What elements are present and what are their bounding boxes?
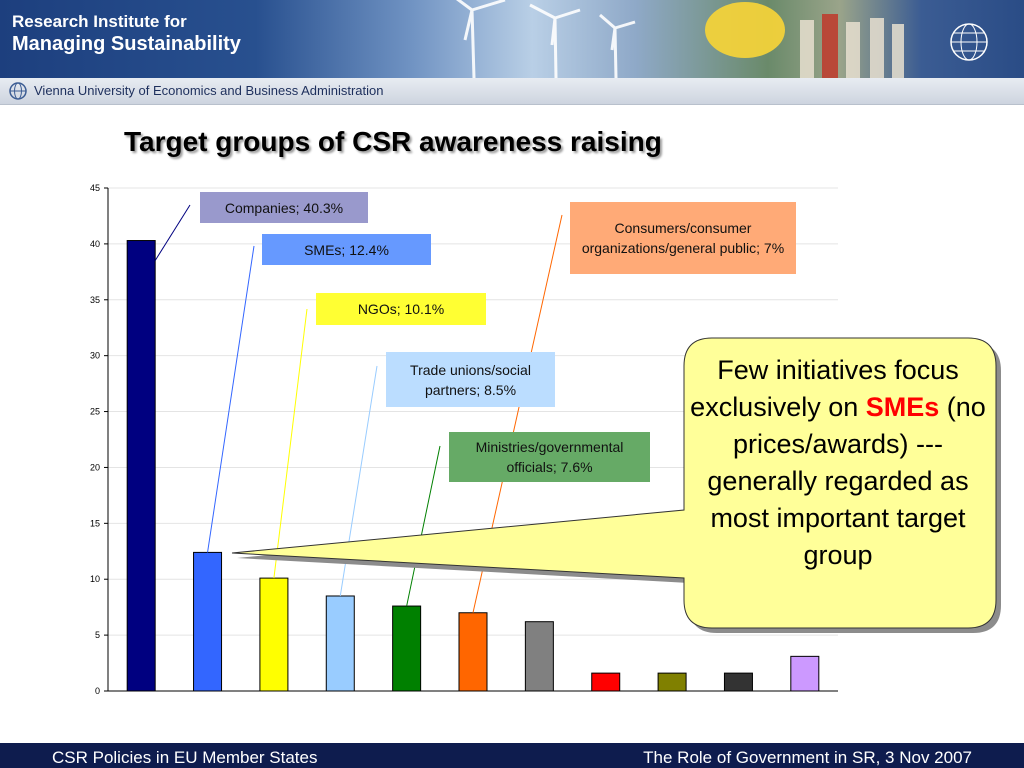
university-seal (936, 6, 1002, 72)
footer-left-text: CSR Policies in EU Member States (52, 748, 318, 767)
bar-10 (723, 672, 753, 692)
y-tick-label: 35 (90, 295, 100, 305)
leader-line (406, 445, 441, 607)
institute-line2: Managing Sustainability (12, 33, 241, 55)
y-tick-label: 5 (95, 630, 100, 640)
leader-line (154, 204, 191, 261)
callout-text: Few initiatives focus exclusively on SME… (688, 352, 988, 574)
globe-icon (950, 23, 988, 61)
data-label-4: Trade unions/social partners; 8.5% (386, 352, 555, 407)
slide-title: Target groups of CSR awareness raising (124, 126, 662, 157)
bar-7 (524, 621, 554, 692)
bar-5 (392, 605, 422, 692)
callout-part1: Few initiatives focus exclusively on (690, 355, 959, 422)
bar-11 (790, 655, 820, 692)
bar-1 (126, 240, 156, 692)
bar-chart: 0 5 10 15 20 25 30 35 40 45 (90, 183, 1001, 696)
y-tick-label: 20 (90, 462, 100, 472)
y-tick-label: 30 (90, 351, 100, 361)
data-label-6: Consumers/consumer organizations/general… (570, 202, 796, 274)
institute-line1: Research Institute for (12, 12, 187, 31)
university-bar: Vienna University of Economics and Busin… (0, 78, 1024, 105)
bar-4 (325, 595, 355, 692)
bar-8 (591, 672, 621, 692)
header-banner: Research Institute for Managing Sustaina… (0, 0, 1024, 78)
university-logo-icon (9, 82, 27, 100)
bar-3 (259, 577, 289, 692)
university-name: Vienna University of Economics and Busin… (34, 83, 384, 98)
footer-right-text: The Role of Government in SR, 3 Nov 2007 (643, 748, 972, 767)
y-tick-label: 40 (90, 239, 100, 249)
bar-6 (458, 612, 488, 692)
data-label-5: Ministries/governmental officials; 7.6% (449, 432, 650, 482)
y-tick-label: 15 (90, 518, 100, 528)
callout-highlight: SMEs (865, 392, 940, 422)
leader-line (273, 308, 308, 579)
y-tick-label: 25 (90, 407, 100, 417)
data-label-2: SMEs; 12.4% (262, 234, 431, 265)
y-tick-label: 10 (90, 574, 100, 584)
y-tick-label: 0 (95, 686, 100, 696)
y-tick-label: 45 (90, 183, 100, 193)
leader-line (207, 245, 255, 553)
institute-title: Research Institute for Managing Sustaina… (12, 12, 241, 56)
bar-2 (193, 551, 223, 692)
data-label-3: NGOs; 10.1% (316, 293, 486, 325)
wind-turbines-icon (455, 0, 904, 78)
footer-bar: CSR Policies in EU Member States The Rol… (0, 741, 1024, 768)
data-label-1: Companies; 40.3% (200, 192, 368, 223)
callout-shape (231, 337, 997, 629)
callout-part2: (no prices/awards) --- generally regarde… (707, 392, 986, 570)
bar-9 (657, 672, 687, 692)
